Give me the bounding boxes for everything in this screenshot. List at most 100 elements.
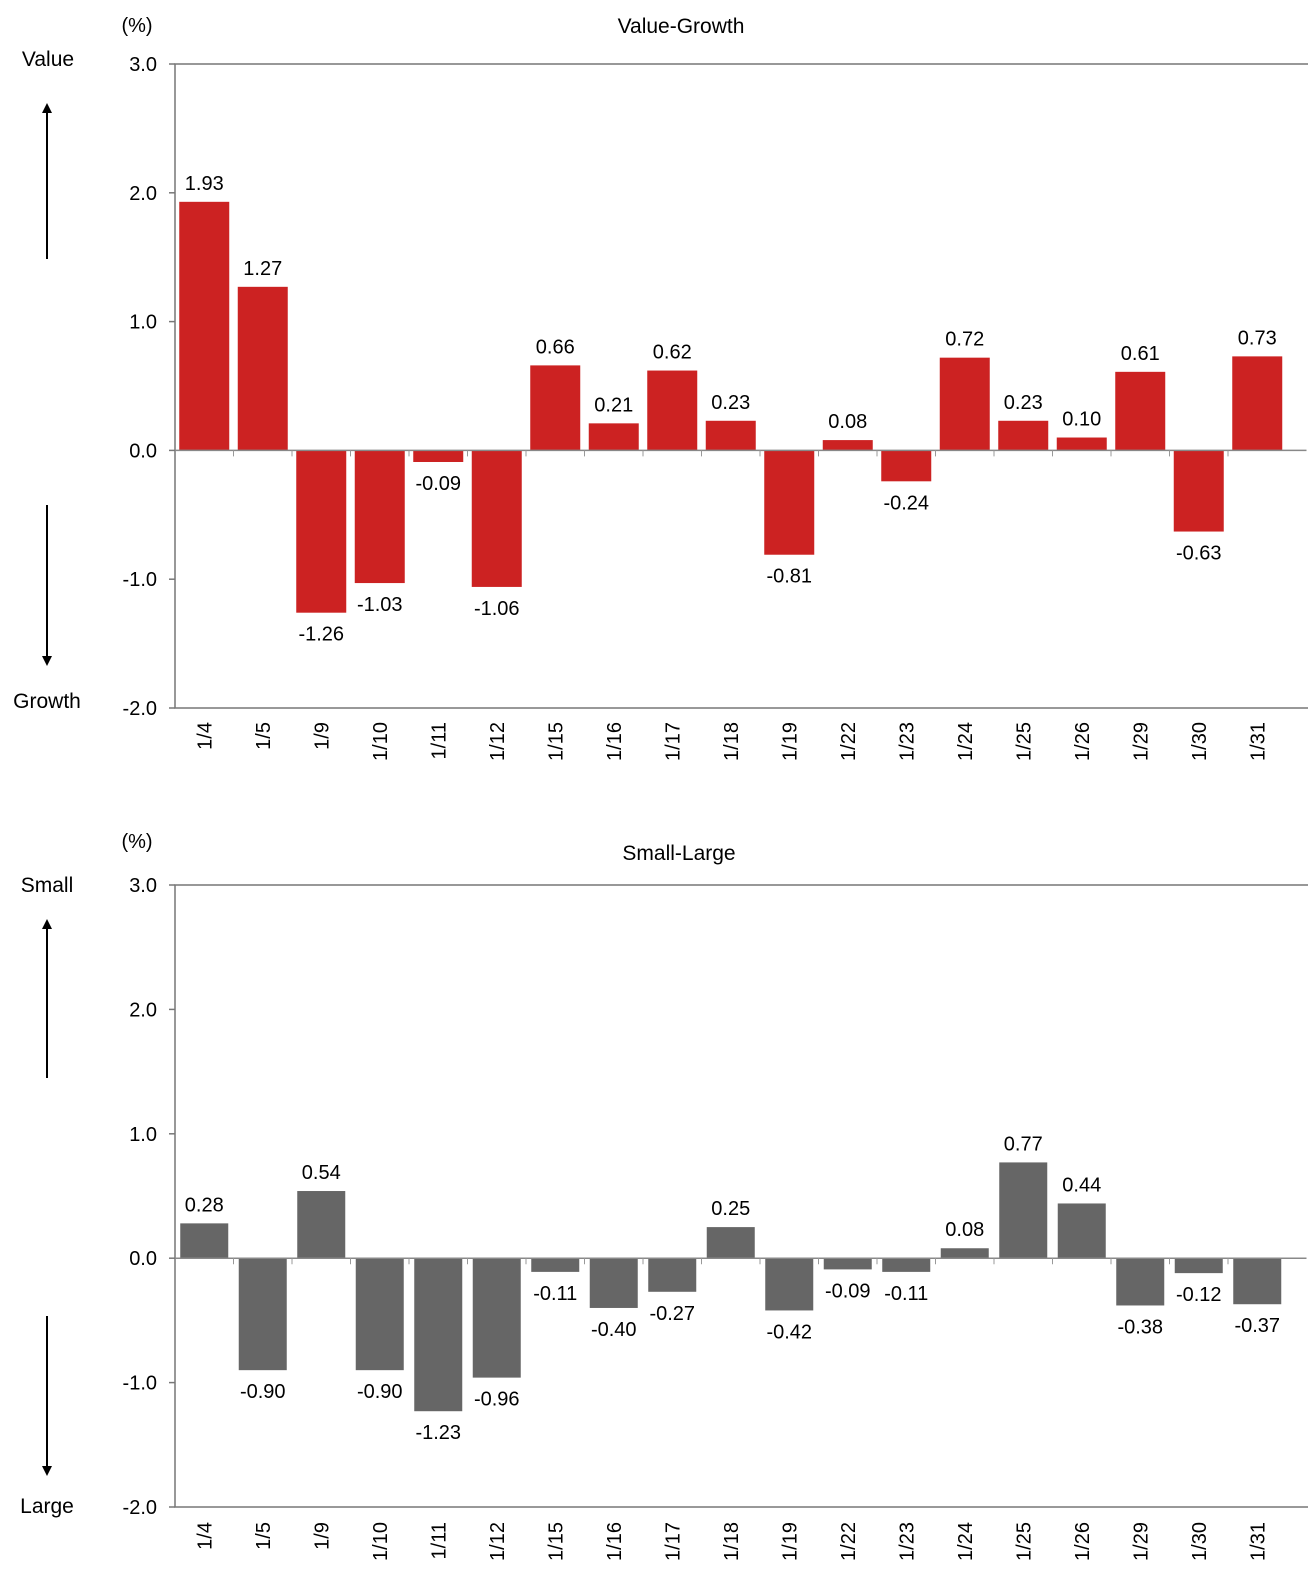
value-label: -1.23 [415,1422,461,1444]
y-tick-label: 2.0 [129,999,157,1021]
x-tick-label: 1/16 [604,722,626,761]
value-label: 0.08 [945,1219,984,1241]
bar [1175,1258,1223,1273]
x-tick-label: 1/24 [955,1522,977,1561]
x-tick-label: 1/17 [662,722,684,761]
x-tick-label: 1/31 [1247,722,1269,761]
direction-label-bottom: Large [20,1495,74,1518]
value-label: 0.54 [302,1162,341,1184]
bar [356,1258,404,1370]
x-tick-label: 1/4 [194,722,216,750]
y-tick-label: -2.0 [123,1497,157,1519]
x-tick-label: 1/12 [487,722,509,761]
bar [179,202,229,451]
y-axis: 3.0 2.0 1.0 0.0 -1.0 -2.0 [123,875,175,1519]
value-label: 0.10 [1062,409,1101,431]
small-large-chart: (%) Small-Large Small Large 3.0 2.0 1.0 0.0… [20,831,1308,1561]
chart-title: Value-Growth [618,15,745,38]
bar [472,450,522,587]
bar [1057,438,1107,451]
value-label: 0.44 [1062,1174,1101,1196]
x-tick-label: 1/19 [779,722,801,761]
bar [355,450,405,583]
x-tick-label: 1/18 [721,722,743,761]
x-tick-label: 1/30 [1189,722,1211,761]
y-tick-label: 1.0 [129,1124,157,1146]
bar [414,1258,462,1411]
value-label: 1.93 [185,173,224,195]
x-tick-label: 1/26 [1072,722,1094,761]
x-tick-label: 1/12 [487,1522,509,1561]
value-label: -0.24 [883,492,929,514]
x-tick-label: 1/9 [311,722,333,750]
x-tick-label: 1/31 [1247,1522,1269,1561]
value-growth-chart: (%) Value-Growth Value Growth 3.02.01.00… [13,15,1308,761]
x-tick-label: 1/9 [311,1522,333,1550]
x-axis-labels: 1/4 1/5 1/9 1/10 1/11 1/12 1/15 1/16 1/17 1/18 1/1… [194,722,1269,761]
value-label: -0.90 [357,1381,403,1403]
y-unit-label: (%) [121,831,152,853]
value-label: -0.11 [533,1283,577,1305]
x-tick-label: 1/29 [1130,1522,1152,1561]
value-label: -0.96 [474,1389,520,1411]
y-tick-label: -1.0 [123,1373,157,1395]
x-tick-label: 1/15 [545,722,567,761]
value-label: 0.61 [1121,343,1160,365]
bar [764,450,814,554]
x-tick-label: 1/22 [838,722,860,761]
bar [238,287,288,451]
bar [590,1258,638,1308]
x-tick-label: 1/17 [662,1522,684,1561]
value-label: 0.21 [594,394,633,416]
value-label: -0.09 [415,473,461,495]
value-label: 0.08 [828,411,867,433]
x-tick-label: 1/29 [1130,722,1152,761]
x-tick-label: 1/11 [428,1522,450,1559]
x-tick-label: 1/11 [428,722,450,759]
bar [707,1227,755,1258]
value-label: 0.73 [1238,327,1277,349]
bar [297,1191,345,1258]
y-unit-label: (%) [121,15,152,37]
value-label: 0.23 [711,392,750,414]
bar [648,1258,696,1292]
direction-label-top: Small [21,874,74,897]
value-label: 0.23 [1004,392,1043,414]
bar [530,365,580,450]
value-label: -0.90 [240,1381,286,1403]
direction-label-bottom: Growth [13,690,81,713]
value-label: 0.62 [653,342,692,364]
bar [1116,1258,1164,1305]
y-tick-label: 2.0 [129,183,157,205]
x-tick-label: 1/22 [838,1522,860,1561]
value-label: -0.42 [766,1321,812,1343]
x-tick-label: 1/30 [1189,1522,1211,1561]
bar [824,1258,872,1269]
value-labels: 1.931.27-1.26-1.03-0.09-1.060.660.210.62… [185,173,1277,646]
x-tick-label: 1/18 [721,1522,743,1561]
value-label: -0.38 [1117,1316,1163,1338]
bar [882,1258,930,1272]
bar [647,371,697,451]
y-tick-label: -2.0 [123,698,157,720]
x-axis-labels: 1/4 1/5 1/9 1/10 1/11 1/12 1/15 1/16 1/17 1/18 1/1… [194,1522,1269,1561]
value-label: -0.40 [591,1319,637,1341]
bar [999,1162,1047,1258]
bar [940,358,990,451]
value-labels: 0.28 -0.90 0.54 -0.90 -1.23 -0.96 -0.11 -0.40 -0… [185,1133,1280,1444]
value-label: 1.27 [243,258,282,280]
bar [881,450,931,481]
bar [180,1223,228,1258]
bar [1174,450,1224,531]
x-tick-label: 1/25 [1013,722,1035,761]
value-label: -0.09 [825,1280,871,1302]
x-tick-label: 1/19 [779,1522,801,1561]
value-label: 0.77 [1004,1133,1043,1155]
y-axis: 3.0 2.0 1.0 0.0 -1.0 -2.0 [123,54,175,720]
x-tick-label: 1/15 [545,1522,567,1561]
bar [239,1258,287,1370]
y-tick-label: 3.0 [129,875,157,897]
x-tick-label: 1/23 [896,1522,918,1561]
x-tick-label: 1/10 [370,722,392,761]
value-label: 0.28 [185,1194,224,1216]
